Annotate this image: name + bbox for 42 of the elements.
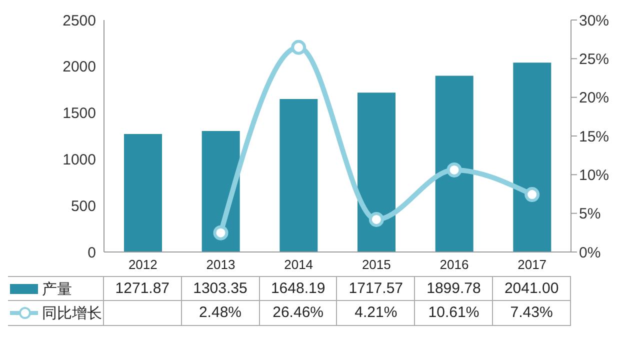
bar: [358, 92, 396, 252]
y-tick-label: 2000: [62, 58, 96, 76]
legend-label: 同比增长: [42, 304, 102, 322]
data-label: 26.46%: [260, 301, 338, 325]
data-label: 1899.78: [415, 277, 494, 301]
x-tick-label: 2017: [518, 257, 547, 272]
x-tick-label: 2013: [206, 257, 236, 272]
y2-tick-label: 25%: [579, 50, 610, 68]
data-label: 1648.19: [260, 277, 338, 301]
data-label: 4.21%: [337, 301, 416, 325]
data-label: 2.48%: [182, 301, 260, 325]
bar: [280, 99, 318, 252]
data-label: 1271.87: [104, 277, 182, 301]
bar: [513, 62, 552, 252]
point: [213, 225, 228, 240]
point: [291, 40, 306, 55]
data-label: 1303.35: [182, 277, 260, 301]
x-tick-label: 2012: [128, 257, 158, 272]
y2-tick-label: 0%: [579, 244, 601, 262]
y2-tick-label: 10%: [579, 166, 610, 184]
y2-tick-label: 20%: [579, 90, 610, 107]
y-tick-label: 0: [88, 244, 96, 262]
bar: [124, 134, 162, 252]
data-label: 7.43%: [493, 301, 571, 325]
y-tick-label: 1000: [62, 152, 96, 169]
bar: [435, 76, 474, 252]
data-label: 2041.00: [493, 277, 571, 301]
point: [446, 162, 462, 178]
x-tick-label: 2015: [362, 257, 391, 272]
y-tick-label: 500: [70, 198, 96, 215]
y2-tick-label: 15%: [579, 128, 610, 146]
y2-tick-label: 5%: [579, 206, 601, 223]
data-label: 1717.57: [337, 277, 416, 301]
y-tick-label: 2500: [62, 12, 96, 30]
legend-label: 产量: [42, 280, 72, 298]
point: [524, 187, 540, 202]
x-tick-label: 2014: [284, 257, 314, 272]
data-label: 10.61%: [415, 301, 494, 325]
y-tick-label: 1500: [62, 105, 96, 122]
point: [368, 212, 384, 227]
x-tick-label: 2016: [440, 257, 469, 272]
y2-tick-label: 30%: [579, 12, 610, 30]
